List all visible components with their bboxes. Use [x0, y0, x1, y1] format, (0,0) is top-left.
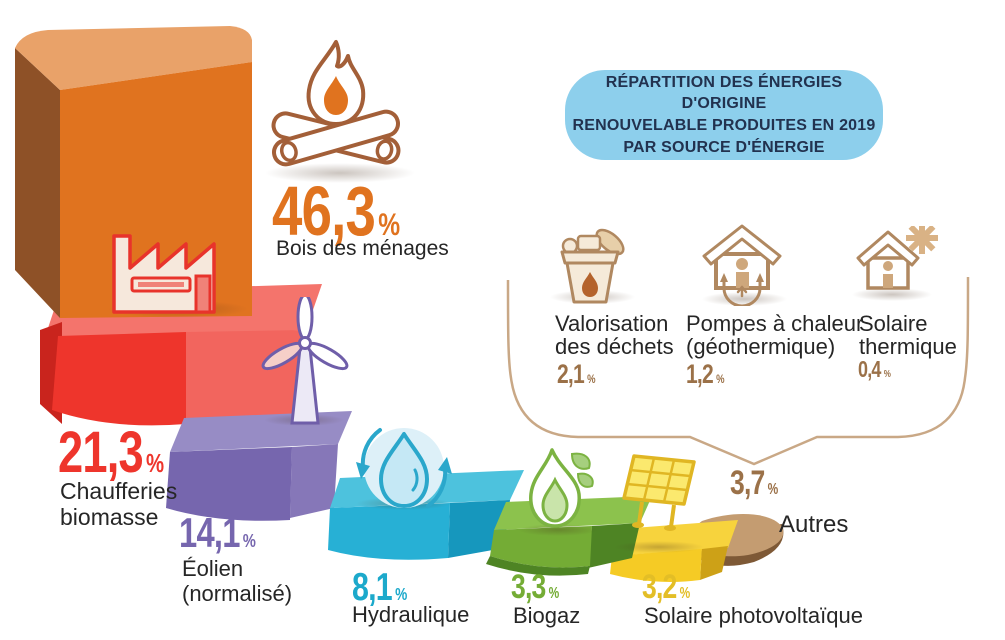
- solar-thermal-house-icon: [856, 226, 938, 290]
- value-eolien: 14,1%: [179, 509, 256, 556]
- block-eolien-side: [290, 444, 338, 518]
- label-biogaz: Biogaz: [513, 603, 581, 628]
- block-biogaz-bottom-edge: [486, 556, 590, 576]
- solar-shadow: [614, 541, 704, 553]
- label-hydraulique: Hydraulique: [352, 602, 470, 627]
- block-biogaz-side: [588, 523, 640, 568]
- block-bois-left: [15, 48, 60, 318]
- sun-icon: [906, 226, 938, 254]
- heat-pump-shadow: [702, 292, 787, 306]
- wood-fire-shadow: [265, 163, 415, 183]
- waste-bin-icon: [560, 228, 625, 304]
- value-bois: 46,3%: [272, 172, 401, 250]
- solar-panel-icon: [622, 454, 696, 531]
- label-solaire-thermique: Solaire thermique: [859, 311, 957, 360]
- value-biomasse: 21,3%: [58, 420, 165, 485]
- biogas-shadow: [518, 524, 598, 536]
- value-biogaz: 3,3%: [511, 568, 560, 606]
- block-hydro-front: [328, 503, 450, 560]
- block-biogaz-front: [490, 526, 592, 568]
- value-valorisation-dechets: 2,1%: [557, 359, 596, 389]
- label-eolien: Éolien (normalisé): [182, 556, 293, 606]
- wind-turbine-icon: [261, 297, 349, 425]
- percent-sign: %: [883, 369, 891, 380]
- biogas-flame-icon: [529, 448, 594, 528]
- title-line-1: RÉPARTITION DES ÉNERGIES D'ORIGINE: [605, 73, 843, 113]
- label-bois: Bois des ménages: [276, 237, 449, 260]
- factory-icon: [112, 234, 216, 314]
- solar-thermal-shadow: [852, 288, 932, 301]
- value-solaire-pv: 3,2%: [642, 568, 691, 606]
- label-biomasse: Chaufferies biomasse: [60, 478, 178, 530]
- percent-sign: %: [548, 585, 560, 602]
- percent-sign: %: [767, 481, 779, 498]
- label-solaire-pv: Solaire photovoltaïque: [644, 603, 863, 628]
- chart-title: RÉPARTITION DES ÉNERGIES D'ORIGINE RENOU…: [565, 70, 883, 160]
- value-hydraulique: 8,1%: [352, 566, 408, 609]
- title-line-2: RENOUVELABLE PRODUITES EN 2019: [572, 117, 876, 134]
- value-pompes-chaleur: 1,2%: [686, 359, 725, 389]
- water-drop-recycle-icon: [356, 428, 452, 508]
- block-biomasse-front: [52, 332, 186, 426]
- value-autres: 3,7%: [730, 464, 779, 502]
- percent-sign: %: [378, 206, 401, 242]
- label-autres: Autres: [779, 511, 849, 538]
- block-solaire-side: [700, 546, 728, 580]
- autres-bracket: [506, 276, 970, 466]
- value-solaire-thermique: 0,4%: [858, 356, 891, 382]
- label-pompes-chaleur: Pompes à chaleur (géothermique): [686, 311, 864, 360]
- percent-sign: %: [242, 531, 256, 552]
- percent-sign: %: [716, 372, 725, 386]
- percent-sign: %: [146, 448, 165, 478]
- title-line-3: PAR SOURCE D'ÉNERGIE: [623, 138, 825, 156]
- heat-pump-house-icon: [702, 224, 782, 306]
- block-solaire-front: [610, 549, 702, 582]
- block-eolien-front: [166, 447, 292, 521]
- block-solaire-top: [612, 520, 738, 556]
- label-valorisation-dechets: Valorisation des déchets: [555, 311, 674, 360]
- block-bois-topband: [15, 26, 252, 90]
- wood-fire-icon: [271, 40, 401, 167]
- percent-sign: %: [395, 584, 408, 604]
- percent-sign: %: [587, 372, 596, 386]
- percent-sign: %: [679, 585, 691, 602]
